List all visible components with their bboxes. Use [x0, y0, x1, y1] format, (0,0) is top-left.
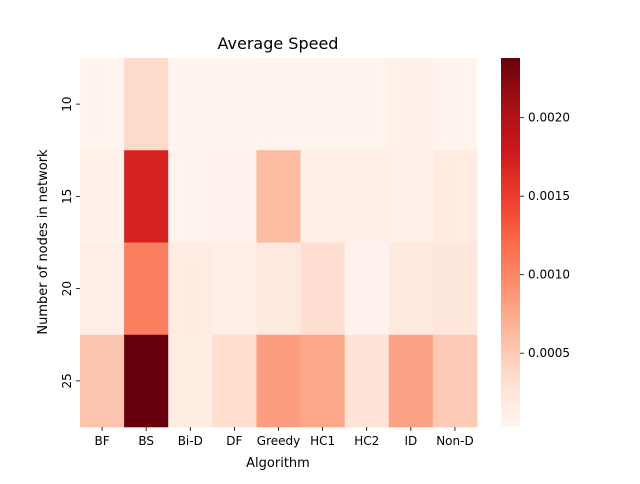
colorbar-gradient — [501, 58, 520, 427]
heatmap-cell-10-BS — [124, 58, 169, 151]
colorbar-tick-label-0.0015: 0.0015 — [528, 189, 570, 203]
heatmap-cell-15-HC1 — [300, 150, 345, 243]
heatmap-cell-20-Greedy — [256, 242, 301, 336]
heatmap-cells — [80, 58, 478, 428]
x-tick-label-HC1: HC1 — [310, 434, 335, 448]
colorbar-tick-label-0.0010: 0.0010 — [528, 268, 570, 282]
heatmap-cell-20-HC2 — [344, 242, 390, 336]
heatmap-cell-15-Non-D — [432, 150, 478, 243]
y-tick-label-10: 10 — [60, 96, 74, 111]
x-axis: BF BS Bi-D DF Greedy HC1 HC2 ID Non-D — [94, 427, 474, 448]
heatmap-cell-20-ID — [388, 242, 434, 336]
heatmap-cell-25-Non-D — [432, 334, 478, 428]
colorbar-tick-label-0.0005: 0.0005 — [528, 346, 570, 360]
heatmap-cell-15-Bi-D — [168, 150, 213, 243]
heatmap-cell-20-Non-D — [432, 242, 478, 336]
heatmap-cell-10-DF — [212, 58, 257, 151]
chart-title: Average Speed — [218, 34, 339, 53]
y-tick-label-20: 20 — [60, 281, 74, 296]
x-tick-label-ID: ID — [404, 434, 417, 448]
heatmap-cell-25-ID — [388, 334, 434, 428]
heatmap-cell-15-BS — [124, 150, 169, 243]
heatmap-cell-10-Non-D — [432, 58, 478, 151]
heatmap-cell-10-Greedy — [256, 58, 301, 151]
x-tick-label-Non-D: Non-D — [436, 434, 474, 448]
heatmap-cell-10-ID — [388, 58, 434, 151]
colorbar: 0.0005 0.0010 0.0015 0.0020 — [501, 58, 570, 427]
heatmap-cell-25-Bi-D — [168, 334, 213, 428]
heatmap-cell-10-BF — [80, 58, 125, 151]
heatmap-cell-15-DF — [212, 150, 257, 243]
x-tick-label-HC2: HC2 — [354, 434, 379, 448]
x-axis-label: Algorithm — [246, 456, 310, 471]
heatmap-cell-15-HC2 — [344, 150, 390, 243]
heatmap-cell-15-BF — [80, 150, 125, 243]
x-tick-label-Greedy: Greedy — [257, 434, 300, 448]
x-tick-label-Bi-D: Bi-D — [178, 434, 203, 448]
heatmap-cell-25-HC2 — [344, 334, 390, 428]
x-tick-label-BS: BS — [138, 434, 154, 448]
heatmap-cell-25-BF — [80, 334, 125, 428]
heatmap-cell-15-Greedy — [256, 150, 301, 243]
heatmap-cell-20-BF — [80, 242, 125, 336]
heatmap-cell-15-ID — [388, 150, 434, 243]
heatmap-cell-20-HC1 — [300, 242, 345, 336]
heatmap-cell-10-HC2 — [344, 58, 390, 151]
y-tick-label-25: 25 — [60, 373, 74, 388]
y-tick-label-15: 15 — [60, 189, 74, 204]
x-tick-label-BF: BF — [94, 434, 109, 448]
heatmap-cell-20-Bi-D — [168, 242, 213, 336]
heatmap-cell-20-BS — [124, 242, 169, 336]
colorbar-tick-label-0.0020: 0.0020 — [528, 111, 570, 125]
y-axis-label: Number of nodes in network — [36, 149, 51, 335]
heatmap-cell-10-Bi-D — [168, 58, 213, 151]
heatmap-cell-25-BS — [124, 334, 169, 428]
heatmap-cell-25-Greedy — [256, 334, 301, 428]
heatmap-cell-20-DF — [212, 242, 257, 336]
heatmap-cell-10-HC1 — [300, 58, 345, 151]
x-tick-label-DF: DF — [226, 434, 242, 448]
y-axis: 10 15 20 25 — [60, 96, 80, 389]
heatmap-cell-25-HC1 — [300, 334, 345, 428]
heatmap-cell-25-DF — [212, 334, 257, 428]
